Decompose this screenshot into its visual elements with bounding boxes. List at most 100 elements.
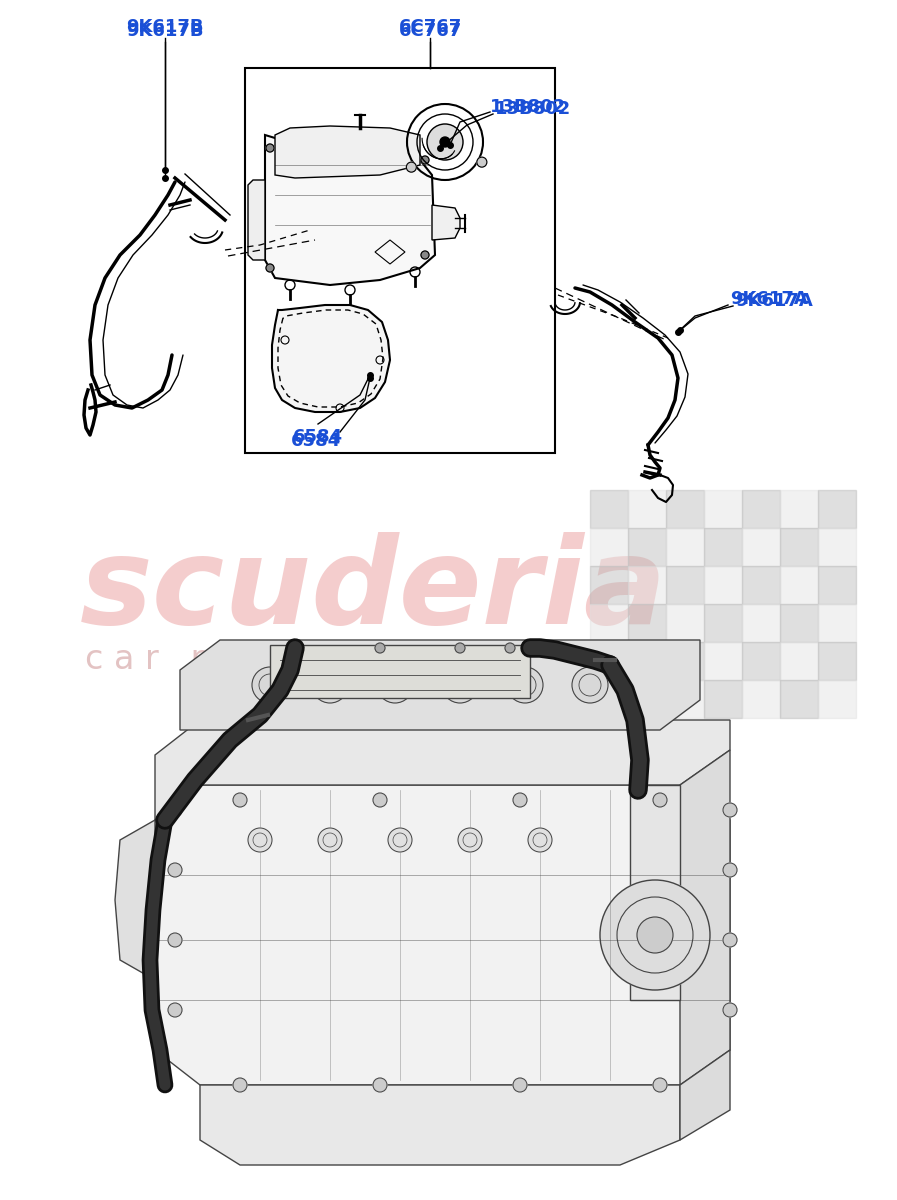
Circle shape	[442, 667, 478, 703]
Bar	[590, 642, 628, 680]
Circle shape	[440, 137, 450, 146]
Bar	[704, 680, 742, 718]
Bar	[818, 642, 856, 680]
Bar	[780, 680, 818, 718]
Bar	[628, 680, 666, 718]
Text: 9K617B: 9K617B	[126, 18, 204, 36]
Circle shape	[572, 667, 608, 703]
Bar	[628, 566, 666, 604]
Polygon shape	[180, 640, 700, 730]
Bar	[666, 604, 704, 642]
Bar	[742, 566, 780, 604]
Circle shape	[505, 643, 515, 653]
Circle shape	[637, 917, 673, 953]
Circle shape	[290, 643, 300, 653]
Bar	[590, 604, 628, 642]
Bar	[666, 642, 704, 680]
Polygon shape	[248, 180, 265, 260]
Bar	[780, 528, 818, 566]
Bar	[704, 490, 742, 528]
Circle shape	[266, 264, 274, 272]
Bar	[780, 490, 818, 528]
Bar	[742, 642, 780, 680]
Text: 6584: 6584	[291, 432, 341, 450]
Text: 6C767: 6C767	[398, 18, 462, 36]
Bar	[628, 528, 666, 566]
Polygon shape	[275, 126, 420, 178]
Circle shape	[600, 880, 710, 990]
Polygon shape	[200, 1085, 680, 1165]
Text: c a r   p a r t s: c a r p a r t s	[85, 643, 318, 677]
Circle shape	[168, 863, 182, 877]
Bar	[742, 604, 780, 642]
Bar	[818, 604, 856, 642]
Bar	[245, 68, 555, 452]
Circle shape	[421, 156, 429, 164]
Polygon shape	[680, 1050, 730, 1140]
Polygon shape	[680, 750, 730, 1085]
Circle shape	[653, 793, 667, 806]
Bar	[590, 680, 628, 718]
Circle shape	[458, 828, 482, 852]
Circle shape	[318, 828, 342, 852]
Bar	[628, 604, 666, 642]
Polygon shape	[630, 785, 680, 1000]
Circle shape	[168, 1003, 182, 1018]
Circle shape	[723, 1003, 737, 1018]
Circle shape	[373, 793, 387, 806]
Polygon shape	[432, 205, 460, 240]
Bar	[818, 528, 856, 566]
Text: 9K617A: 9K617A	[730, 290, 808, 308]
Circle shape	[312, 667, 348, 703]
Circle shape	[723, 863, 737, 877]
Bar	[742, 528, 780, 566]
Circle shape	[477, 157, 487, 167]
Bar	[818, 566, 856, 604]
Bar	[704, 604, 742, 642]
Bar	[704, 566, 742, 604]
Text: 13B802: 13B802	[490, 98, 566, 116]
Circle shape	[373, 1078, 387, 1092]
Polygon shape	[265, 134, 435, 284]
Circle shape	[377, 667, 413, 703]
Circle shape	[266, 144, 274, 152]
Text: 13B802: 13B802	[495, 100, 571, 118]
Text: 9K617B: 9K617B	[126, 22, 204, 40]
Circle shape	[455, 643, 465, 653]
Circle shape	[375, 643, 385, 653]
Bar	[818, 680, 856, 718]
Bar	[742, 680, 780, 718]
Circle shape	[233, 1078, 247, 1092]
Circle shape	[168, 803, 182, 817]
Polygon shape	[270, 646, 530, 698]
Bar	[590, 528, 628, 566]
Text: 9K617A: 9K617A	[735, 292, 813, 310]
Polygon shape	[155, 720, 730, 820]
Bar	[742, 490, 780, 528]
Circle shape	[427, 124, 463, 160]
Circle shape	[233, 793, 247, 806]
Text: scuderia: scuderia	[80, 532, 667, 648]
Bar	[666, 528, 704, 566]
Bar	[780, 604, 818, 642]
Polygon shape	[115, 820, 155, 980]
Circle shape	[723, 803, 737, 817]
Bar	[666, 680, 704, 718]
Circle shape	[388, 828, 412, 852]
Circle shape	[653, 1078, 667, 1092]
Text: 6584: 6584	[293, 428, 343, 446]
Bar	[628, 490, 666, 528]
Circle shape	[248, 828, 272, 852]
Circle shape	[513, 1078, 527, 1092]
Circle shape	[507, 667, 543, 703]
Bar	[780, 642, 818, 680]
Bar	[590, 566, 628, 604]
Polygon shape	[155, 785, 730, 1085]
Circle shape	[513, 793, 527, 806]
Bar	[590, 490, 628, 528]
Bar	[666, 566, 704, 604]
Bar	[818, 490, 856, 528]
Bar	[704, 528, 742, 566]
Circle shape	[252, 667, 288, 703]
Circle shape	[528, 828, 552, 852]
